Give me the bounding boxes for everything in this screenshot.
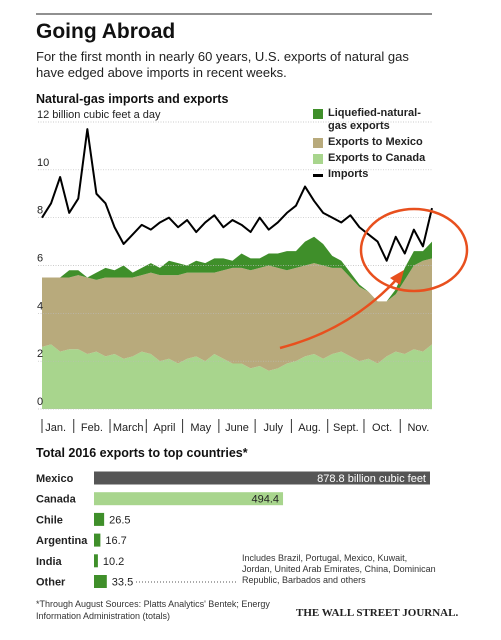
bar (94, 575, 107, 588)
bar-plot: Mexico 878.8 billion cubic feet Canada 494.… (36, 471, 430, 589)
legend-item: Liquefied-natural-gas exports (313, 107, 428, 133)
y-tick-label: 12 billion cubic feet a day (37, 109, 161, 121)
x-tick-label: June (225, 422, 249, 434)
legend-swatch (313, 154, 323, 164)
subtitle: For the first month in nearly 60 years, … (36, 49, 409, 80)
arrow-head (390, 270, 404, 285)
area (42, 258, 432, 371)
x-tick-label: Jan. (45, 422, 66, 434)
y-tick-label: 10 (37, 157, 49, 169)
bar-value-label: 16.7 (105, 535, 126, 547)
x-tick-label: Feb. (81, 422, 103, 434)
y-tick-label: 2 (37, 348, 43, 360)
bar-value-label: 878.8 billion cubic feet (317, 473, 426, 485)
bar (94, 512, 105, 526)
chart-title: Natural-gas imports and exports (36, 92, 229, 106)
legend-item: Imports (313, 168, 428, 181)
source: *Through August Sources: Platts Analytic… (36, 599, 270, 621)
x-tick-label: Sept. (333, 422, 359, 434)
x-tick-label: May (190, 422, 211, 434)
bar-category: Chile (36, 514, 63, 526)
bar-category: India (36, 556, 63, 568)
bar (94, 533, 101, 547)
x-tick-label: Aug. (298, 422, 321, 434)
x-tick-label: April (153, 422, 175, 434)
legend-label: Imports (328, 168, 369, 180)
highlight-circle (359, 207, 469, 293)
bar-value-label: 10.2 (103, 556, 124, 568)
bar-chart-title: Total 2016 exports to top countries* (36, 446, 248, 460)
area (42, 236, 432, 302)
legend-label: Exports to Mexico (328, 136, 423, 148)
bar-annotation: Includes Brazil, Portugal, Mexico, Kuwai… (242, 553, 436, 585)
y-tick-label: 4 (37, 300, 43, 312)
bar-category: Argentina (36, 535, 88, 547)
x-tick-label: Nov. (407, 422, 429, 434)
line (41, 128, 433, 262)
area-plot: 0 2 4 6 8 10 12 billion cubic feet a day Jan. Fe… (37, 109, 433, 434)
legend-item: Exports to Canada (313, 152, 428, 165)
legend-item: Exports to Mexico (313, 136, 428, 149)
area (42, 344, 432, 409)
x-tick-label: July (263, 422, 283, 434)
legend-label: Exports to Canada (328, 152, 426, 164)
bar-value-label: 33.5 (112, 577, 133, 589)
title: Going Abroad (36, 20, 176, 43)
legend-swatch (313, 138, 323, 148)
bar (94, 554, 98, 568)
bar-value-label: 26.5 (109, 514, 130, 526)
annotation-arrow (279, 277, 399, 350)
bar (94, 492, 284, 506)
bar (94, 471, 430, 485)
y-tick-label: 0 (37, 396, 43, 408)
legend-label: Liquefied-natural-gas exports (328, 107, 421, 132)
brand: THE WALL STREET JOURNAL. (296, 607, 459, 619)
legend-swatch (313, 109, 323, 119)
bar-value-label: 494.4 (251, 494, 279, 506)
bar-category: Other (36, 577, 66, 589)
y-tick-label: 8 (37, 205, 43, 217)
legend-swatch (313, 174, 323, 177)
legend: Liquefied-natural-gas exports Exports to … (313, 107, 428, 184)
y-tick-label: 6 (37, 253, 43, 265)
x-tick-label: March (113, 422, 144, 434)
x-tick-label: Oct. (372, 422, 392, 434)
bar-category: Canada (36, 494, 77, 506)
bar-category: Mexico (36, 473, 74, 485)
